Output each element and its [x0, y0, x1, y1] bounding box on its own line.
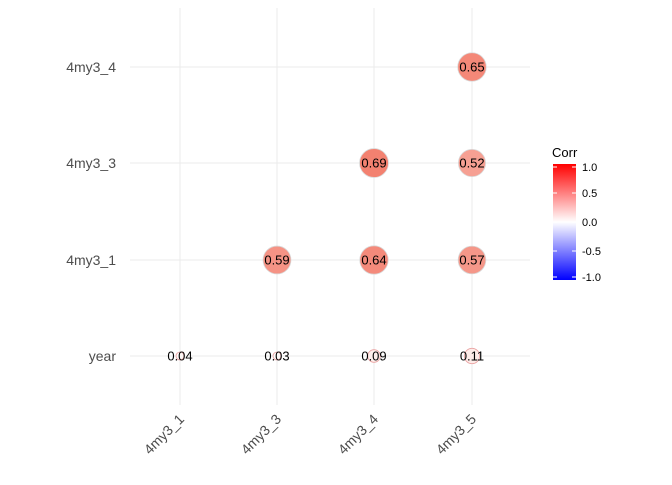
value-label-4my3_1-year: 0.04 [167, 349, 192, 364]
value-label-4my3_4-4my3_3: 0.69 [361, 156, 386, 171]
bubble-4my3_5-4my3_3 [457, 148, 486, 177]
bubble-4my3_5-4my3_1 [457, 245, 487, 275]
value-label-4my3_5-4my3_4: 0.65 [459, 60, 484, 75]
y-tick-label-year: year [89, 348, 117, 364]
legend-title: Corr [552, 145, 578, 160]
y-tick-label-4my3_3: 4my3_3 [66, 155, 116, 171]
bubble-4my3_4-year [367, 349, 381, 363]
bubble-4my3_4-4my3_3 [359, 148, 389, 178]
value-labels: 0.04 0.03 0.09 0.11 0.59 0.64 0.57 0.69 0.52 0.65 [167, 60, 484, 364]
value-label-4my3_5-4my3_3: 0.52 [459, 156, 484, 171]
legend-ticks: 1.0 0.5 0.0 -0.5 -1.0 [553, 162, 601, 284]
legend-colorbar [553, 164, 576, 280]
bubbles [175, 52, 487, 365]
value-label-4my3_5-4my3_1: 0.57 [459, 253, 484, 268]
bubble-4my3_3-year [272, 351, 282, 361]
value-label-4my3_5-year: 0.11 [460, 349, 484, 364]
legend-tick-label-2: 0.0 [582, 217, 597, 229]
x-tick-label-4my3_1: 4my3_1 [141, 411, 188, 458]
value-label-4my3_3-year: 0.03 [264, 349, 289, 364]
legend-tick-label-1: 0.5 [582, 188, 597, 200]
value-label-4my3_4-year: 0.09 [361, 349, 386, 364]
x-axis: 4my3_1 4my3_3 4my3_4 4my3_5 [141, 411, 480, 458]
x-tick-label-4my3_5: 4my3_5 [433, 411, 480, 458]
bubble-4my3_4-4my3_1 [359, 245, 389, 275]
value-label-4my3_3-4my3_1: 0.59 [264, 253, 289, 268]
bubble-4my3_1-year [175, 351, 185, 361]
legend: Corr 1.0 0.5 0.0 -0.5 -1.0 [552, 145, 601, 284]
bubble-4my3_5-4my3_4 [457, 52, 487, 82]
bubble-4my3_3-4my3_1 [262, 245, 292, 275]
bubble-4my3_5-year [463, 347, 481, 365]
legend-tick-label-3: -0.5 [582, 246, 601, 258]
y-axis: year 4my3_1 4my3_3 4my3_4 [66, 59, 116, 364]
legend-tick-label-0: 1.0 [582, 162, 597, 174]
value-label-4my3_4-4my3_1: 0.64 [361, 253, 386, 268]
y-tick-label-4my3_1: 4my3_1 [66, 252, 116, 268]
x-tick-label-4my3_3: 4my3_3 [238, 411, 285, 458]
x-tick-label-4my3_4: 4my3_4 [335, 411, 382, 458]
legend-tick-label-4: -1.0 [582, 272, 601, 284]
y-tick-label-4my3_4: 4my3_4 [66, 59, 116, 75]
